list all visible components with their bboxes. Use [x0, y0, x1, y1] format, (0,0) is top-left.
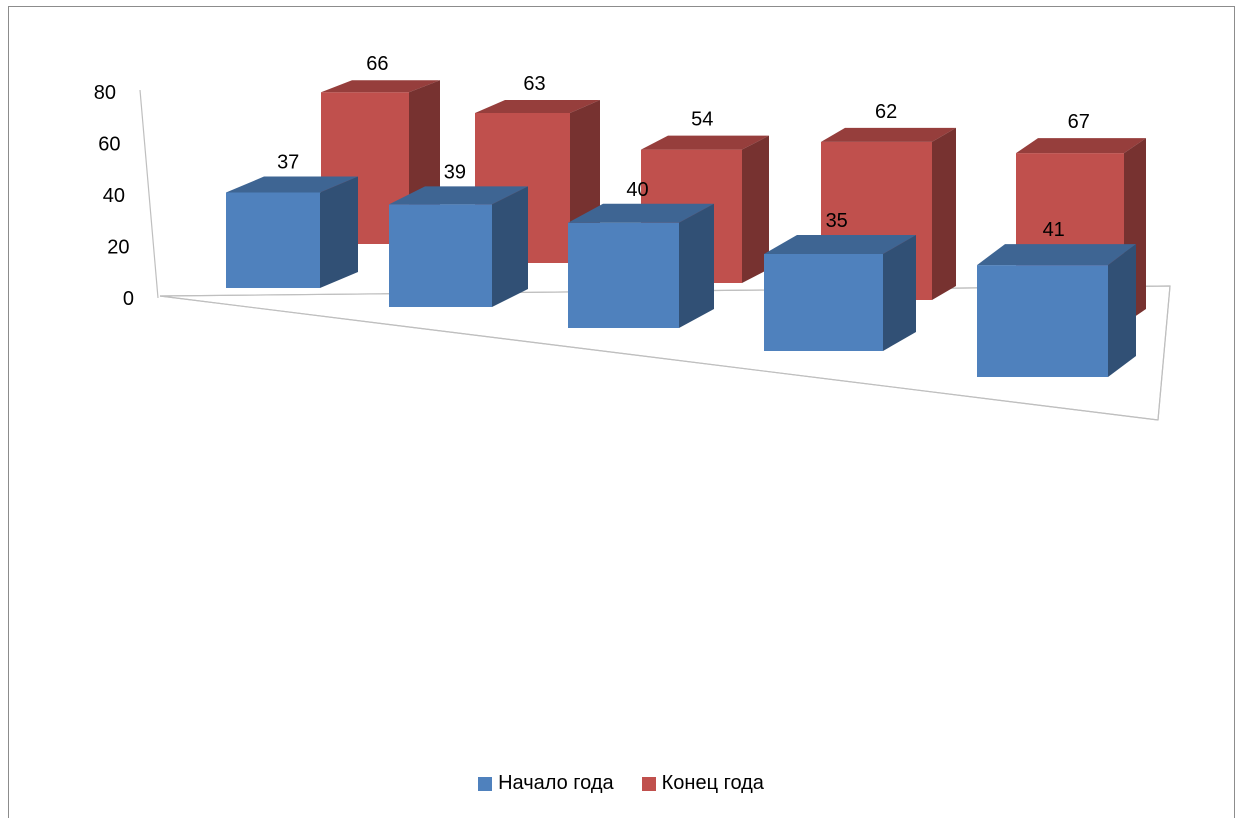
legend-item-series-1: Конец года: [641, 772, 764, 795]
bar-front-face: [764, 254, 883, 351]
bar-top-face: [977, 244, 1136, 266]
bar-front-face: [977, 265, 1108, 377]
legend-label-series-1: Конец года: [661, 772, 764, 794]
bar-side-face: [492, 186, 528, 307]
bar-top-face: [321, 80, 440, 93]
bar-side-face: [742, 135, 769, 283]
y-tick-label: 20: [107, 237, 129, 259]
data-label-series-1: 62: [875, 101, 897, 123]
data-label-series-0: 37: [277, 152, 299, 174]
y-tick-label: 0: [123, 288, 134, 310]
data-label-series-1: 54: [691, 109, 713, 131]
floor-front-edge: [159, 295, 1159, 421]
bar-top-face: [226, 176, 358, 193]
bar-top-face: [641, 135, 769, 150]
bar-top-face: [821, 127, 956, 142]
bar-series-0-cat-3: [764, 235, 916, 351]
legend-item-series-0: Начало года: [478, 772, 614, 795]
data-label-series-1: 67: [1068, 111, 1090, 133]
bar-series-0-cat-4: [977, 244, 1136, 377]
bar-side-face: [320, 176, 358, 288]
y-tick-label: 60: [98, 134, 120, 156]
floor-right-edge: [1157, 285, 1171, 421]
bar-front-face: [226, 192, 320, 288]
bar-side-face: [932, 127, 956, 301]
bar-side-face: [679, 203, 714, 328]
bar-front-face: [568, 222, 679, 328]
bar-top-face: [1016, 138, 1146, 154]
series-front: 37 39 40 35 41: [226, 152, 1136, 377]
data-label-series-0: 41: [1043, 219, 1065, 241]
y-tick-label: 80: [94, 82, 116, 104]
legend-swatch-series-1: [641, 776, 656, 791]
bar-top-face: [764, 235, 916, 255]
chart-legend: Начало года Конец года: [0, 772, 1242, 795]
y-axis: 0 20 40 60 80: [94, 82, 159, 310]
bar-side-face: [883, 235, 916, 351]
y-tick-label: 40: [103, 185, 125, 207]
bar-top-face: [389, 186, 528, 205]
data-label-series-1: 66: [366, 53, 388, 75]
bar-series-0-cat-1: [389, 186, 528, 307]
chart-frame: [8, 6, 1235, 818]
bar-top-face: [475, 100, 600, 114]
data-label-series-0: 39: [444, 161, 466, 183]
bar-front-face: [389, 204, 492, 307]
legend-swatch-series-0: [478, 776, 493, 791]
data-label-series-0: 40: [626, 179, 648, 201]
data-label-series-0: 35: [826, 210, 848, 232]
data-label-series-1: 63: [523, 73, 545, 95]
bar-side-face: [1108, 244, 1136, 377]
legend-label-series-0: Начало года: [498, 772, 614, 794]
y-axis-line: [139, 89, 159, 299]
bar-top-face: [568, 203, 714, 223]
bar-series-0-cat-2: [568, 203, 714, 328]
bar-series-0-cat-0: [226, 176, 358, 288]
